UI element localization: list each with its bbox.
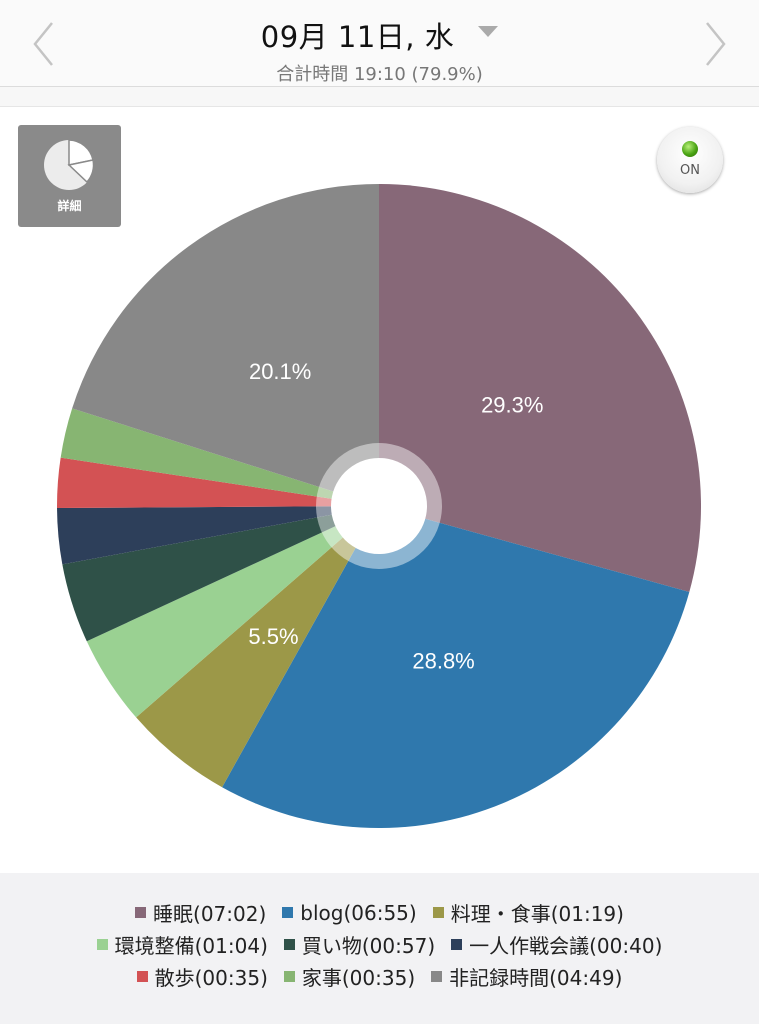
legend-label: 料理・食事(01:19) bbox=[450, 902, 624, 926]
legend-swatch bbox=[432, 907, 444, 918]
pie-chart: 29.3% 28.8% 5.5% 20.1% bbox=[57, 184, 701, 828]
next-day-button[interactable] bbox=[695, 18, 735, 70]
legend-swatch bbox=[96, 939, 108, 950]
legend-label: 散歩(00:35) bbox=[154, 966, 268, 990]
pie-slice[interactable] bbox=[222, 506, 690, 828]
legend-swatch bbox=[451, 939, 463, 950]
legend-item[interactable]: 睡眠(07:02) bbox=[135, 898, 266, 927]
chart-area: 29.3% 28.8% 5.5% 20.1% 詳細 ON bbox=[0, 106, 759, 874]
pie-chart-icon bbox=[44, 139, 95, 190]
legend-label: 睡眠(07:02) bbox=[153, 902, 267, 926]
legend-label: 一人作戦会議(00:40) bbox=[469, 934, 663, 958]
pie-slice[interactable] bbox=[57, 457, 379, 509]
center-hole bbox=[331, 458, 427, 554]
on-toggle[interactable]: ON bbox=[657, 127, 723, 193]
date-title: 09月 11日, 水 bbox=[260, 20, 455, 54]
legend-item[interactable]: 環境整備(01:04) bbox=[96, 930, 268, 959]
legend-item[interactable]: 散歩(00:35) bbox=[136, 962, 268, 991]
legend-swatch bbox=[283, 939, 295, 950]
legend-row: 環境整備(01:04) 買い物(00:57) 一人作戦会議(00:40) bbox=[0, 930, 759, 959]
date-header: 09月 11日, 水 合計時間 19:10 (79.9%) bbox=[0, 0, 759, 87]
chevron-right-icon bbox=[706, 22, 726, 66]
legend-item[interactable]: 非記録時間(04:49) bbox=[431, 962, 622, 991]
date-selector[interactable]: 09月 11日, 水 bbox=[260, 14, 499, 56]
legend-label: blog(06:55) bbox=[300, 900, 417, 925]
pie-slice[interactable] bbox=[379, 184, 701, 592]
slice-percent-label: 5.5% bbox=[248, 624, 298, 649]
legend-swatch bbox=[135, 907, 147, 918]
chevron-left-icon bbox=[33, 22, 53, 66]
legend-label: 環境整備(01:04) bbox=[114, 934, 268, 958]
detail-button[interactable]: 詳細 bbox=[18, 125, 121, 227]
legend-row: 睡眠(07:02) blog(06:55) 料理・食事(01:19) bbox=[0, 898, 759, 927]
legend-label: 非記録時間(04:49) bbox=[449, 966, 623, 990]
legend: 睡眠(07:02) blog(06:55) 料理・食事(01:19) 環境整備(01:… bbox=[0, 873, 759, 1024]
slice-percent-label: 20.1% bbox=[249, 359, 311, 384]
previous-day-button[interactable] bbox=[24, 18, 64, 70]
legend-swatch bbox=[431, 971, 443, 982]
caret-down-icon bbox=[478, 25, 499, 37]
legend-swatch bbox=[136, 971, 148, 982]
pie-slice[interactable] bbox=[62, 506, 380, 642]
pie-slice[interactable] bbox=[72, 184, 379, 506]
total-time-subtitle: 合計時間 19:10 (79.9%) bbox=[276, 64, 483, 85]
legend-label: 家事(00:35) bbox=[301, 966, 416, 990]
legend-item[interactable]: 一人作戦会議(00:40) bbox=[451, 930, 662, 959]
legend-swatch bbox=[283, 971, 295, 982]
pie-slice[interactable] bbox=[57, 506, 380, 565]
legend-item[interactable]: 買い物(00:57) bbox=[283, 930, 436, 959]
status-indicator-icon bbox=[682, 141, 698, 157]
legend-item[interactable]: 家事(00:35) bbox=[283, 962, 416, 991]
legend-row: 散歩(00:35) 家事(00:35) 非記録時間(04:49) bbox=[0, 962, 759, 991]
toggle-label: ON bbox=[680, 163, 700, 178]
detail-label: 詳細 bbox=[57, 199, 82, 213]
legend-label: 買い物(00:57) bbox=[301, 934, 436, 958]
pie-slice[interactable] bbox=[136, 506, 379, 788]
legend-item[interactable]: 料理・食事(01:19) bbox=[432, 898, 624, 927]
legend-swatch bbox=[282, 907, 294, 918]
slice-percent-label: 28.8% bbox=[412, 648, 474, 673]
slice-percent-label: 29.3% bbox=[481, 393, 543, 418]
pie-slice[interactable] bbox=[60, 408, 379, 506]
legend-item[interactable]: blog(06:55) bbox=[282, 898, 417, 927]
pie-slice[interactable] bbox=[86, 506, 380, 718]
